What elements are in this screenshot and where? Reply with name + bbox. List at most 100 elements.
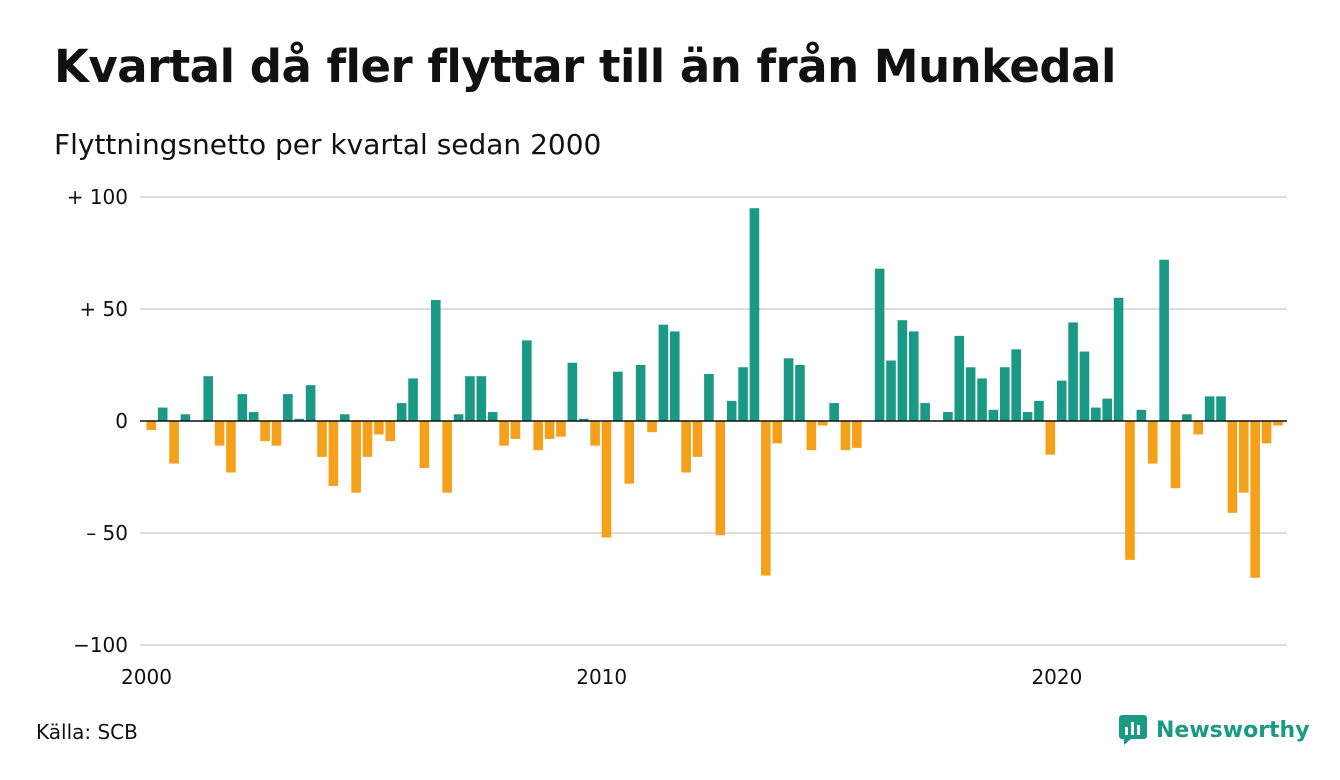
- bar: [465, 376, 475, 421]
- bar: [271, 421, 282, 446]
- bar: [203, 376, 213, 421]
- bar: [1159, 259, 1169, 421]
- bar-chart: + 100 + 50 0 – 50 −100 2000 2010 2020: [67, 185, 1287, 689]
- bar: [954, 335, 965, 421]
- bar: [897, 320, 908, 421]
- bar: [522, 340, 532, 421]
- bar: [362, 421, 373, 457]
- x-tick-label: 2020: [1031, 665, 1082, 689]
- bar: [339, 414, 350, 421]
- bar: [590, 421, 600, 446]
- bar: [988, 409, 999, 421]
- bar: [1216, 396, 1226, 421]
- bar: [795, 365, 805, 421]
- bar: [260, 421, 270, 442]
- bar: [567, 362, 578, 421]
- bar: [1273, 421, 1283, 426]
- bar: [806, 421, 817, 451]
- bar: [146, 421, 157, 430]
- bar: [874, 268, 885, 421]
- bar: [294, 418, 305, 421]
- bar: [1068, 322, 1078, 421]
- bar: [920, 403, 930, 421]
- bar: [965, 367, 976, 421]
- bar: [1000, 367, 1010, 421]
- y-tick-label: + 50: [79, 297, 128, 321]
- bar: [908, 331, 919, 421]
- bar: [544, 421, 555, 439]
- bar: [1113, 297, 1124, 421]
- bar: [1091, 407, 1101, 421]
- source-note: Källa: SCB: [36, 720, 138, 744]
- bar: [1261, 421, 1272, 444]
- bar: [385, 421, 396, 442]
- axes: + 100 + 50 0 – 50 −100 2000 2010 2020: [67, 185, 1287, 689]
- bar: [1022, 412, 1033, 421]
- bar: [943, 412, 953, 421]
- bar: [248, 412, 259, 421]
- bar: [351, 421, 361, 493]
- bar: [214, 421, 225, 446]
- bar: [283, 394, 293, 421]
- bars: [146, 208, 1283, 578]
- bar: [487, 412, 498, 421]
- bar: [624, 421, 635, 484]
- bar: [817, 421, 828, 426]
- bar: [783, 358, 794, 421]
- x-tick-label: 2010: [576, 665, 627, 689]
- bar: [704, 373, 714, 421]
- bar: [1238, 421, 1249, 493]
- bar: [726, 400, 737, 421]
- bar: [476, 376, 487, 421]
- bar: [1125, 421, 1135, 560]
- bar: [761, 421, 771, 576]
- newsworthy-logo[interactable]: Newsworthy: [1118, 714, 1310, 746]
- bar: [681, 421, 691, 473]
- bar: [237, 394, 248, 421]
- bar: [317, 421, 327, 457]
- bar: [1102, 398, 1113, 421]
- bar: [840, 421, 851, 451]
- bar: [328, 421, 339, 486]
- brand-name: Newsworthy: [1156, 717, 1310, 743]
- bar: [1182, 414, 1192, 421]
- bar: [374, 421, 384, 435]
- bar: [396, 403, 407, 421]
- bar: [852, 421, 862, 448]
- y-tick-label: – 50: [86, 521, 128, 545]
- bar: [601, 421, 612, 538]
- bar: [669, 331, 680, 421]
- y-tick-label: 0: [115, 409, 128, 433]
- bar: [647, 421, 657, 433]
- bar: [977, 378, 987, 421]
- bar: [431, 300, 441, 421]
- bar: [635, 365, 646, 421]
- bar: [1193, 421, 1204, 435]
- bar: [1034, 400, 1044, 421]
- bar: [169, 421, 179, 464]
- bar: [442, 421, 452, 493]
- y-tick-label: −100: [73, 633, 128, 657]
- bar: [1011, 349, 1021, 421]
- bar: [180, 414, 191, 421]
- bar: [1204, 396, 1215, 421]
- bar: [715, 421, 726, 536]
- bar: [453, 414, 464, 421]
- bar: [499, 421, 509, 446]
- bar: [1250, 421, 1260, 578]
- bar: [305, 385, 316, 421]
- bar: [1079, 351, 1090, 421]
- bar: [578, 418, 589, 421]
- y-tick-label: + 100: [67, 185, 128, 209]
- bar: [749, 208, 760, 421]
- x-tick-label: 2000: [121, 665, 172, 689]
- bar: [510, 421, 521, 439]
- bar: [533, 421, 544, 451]
- bar: [226, 421, 236, 473]
- bar: [408, 378, 418, 421]
- bar: [613, 371, 623, 421]
- bar: [556, 421, 566, 437]
- bar: [1170, 421, 1181, 489]
- bar: [1227, 421, 1238, 513]
- bar: [157, 407, 168, 421]
